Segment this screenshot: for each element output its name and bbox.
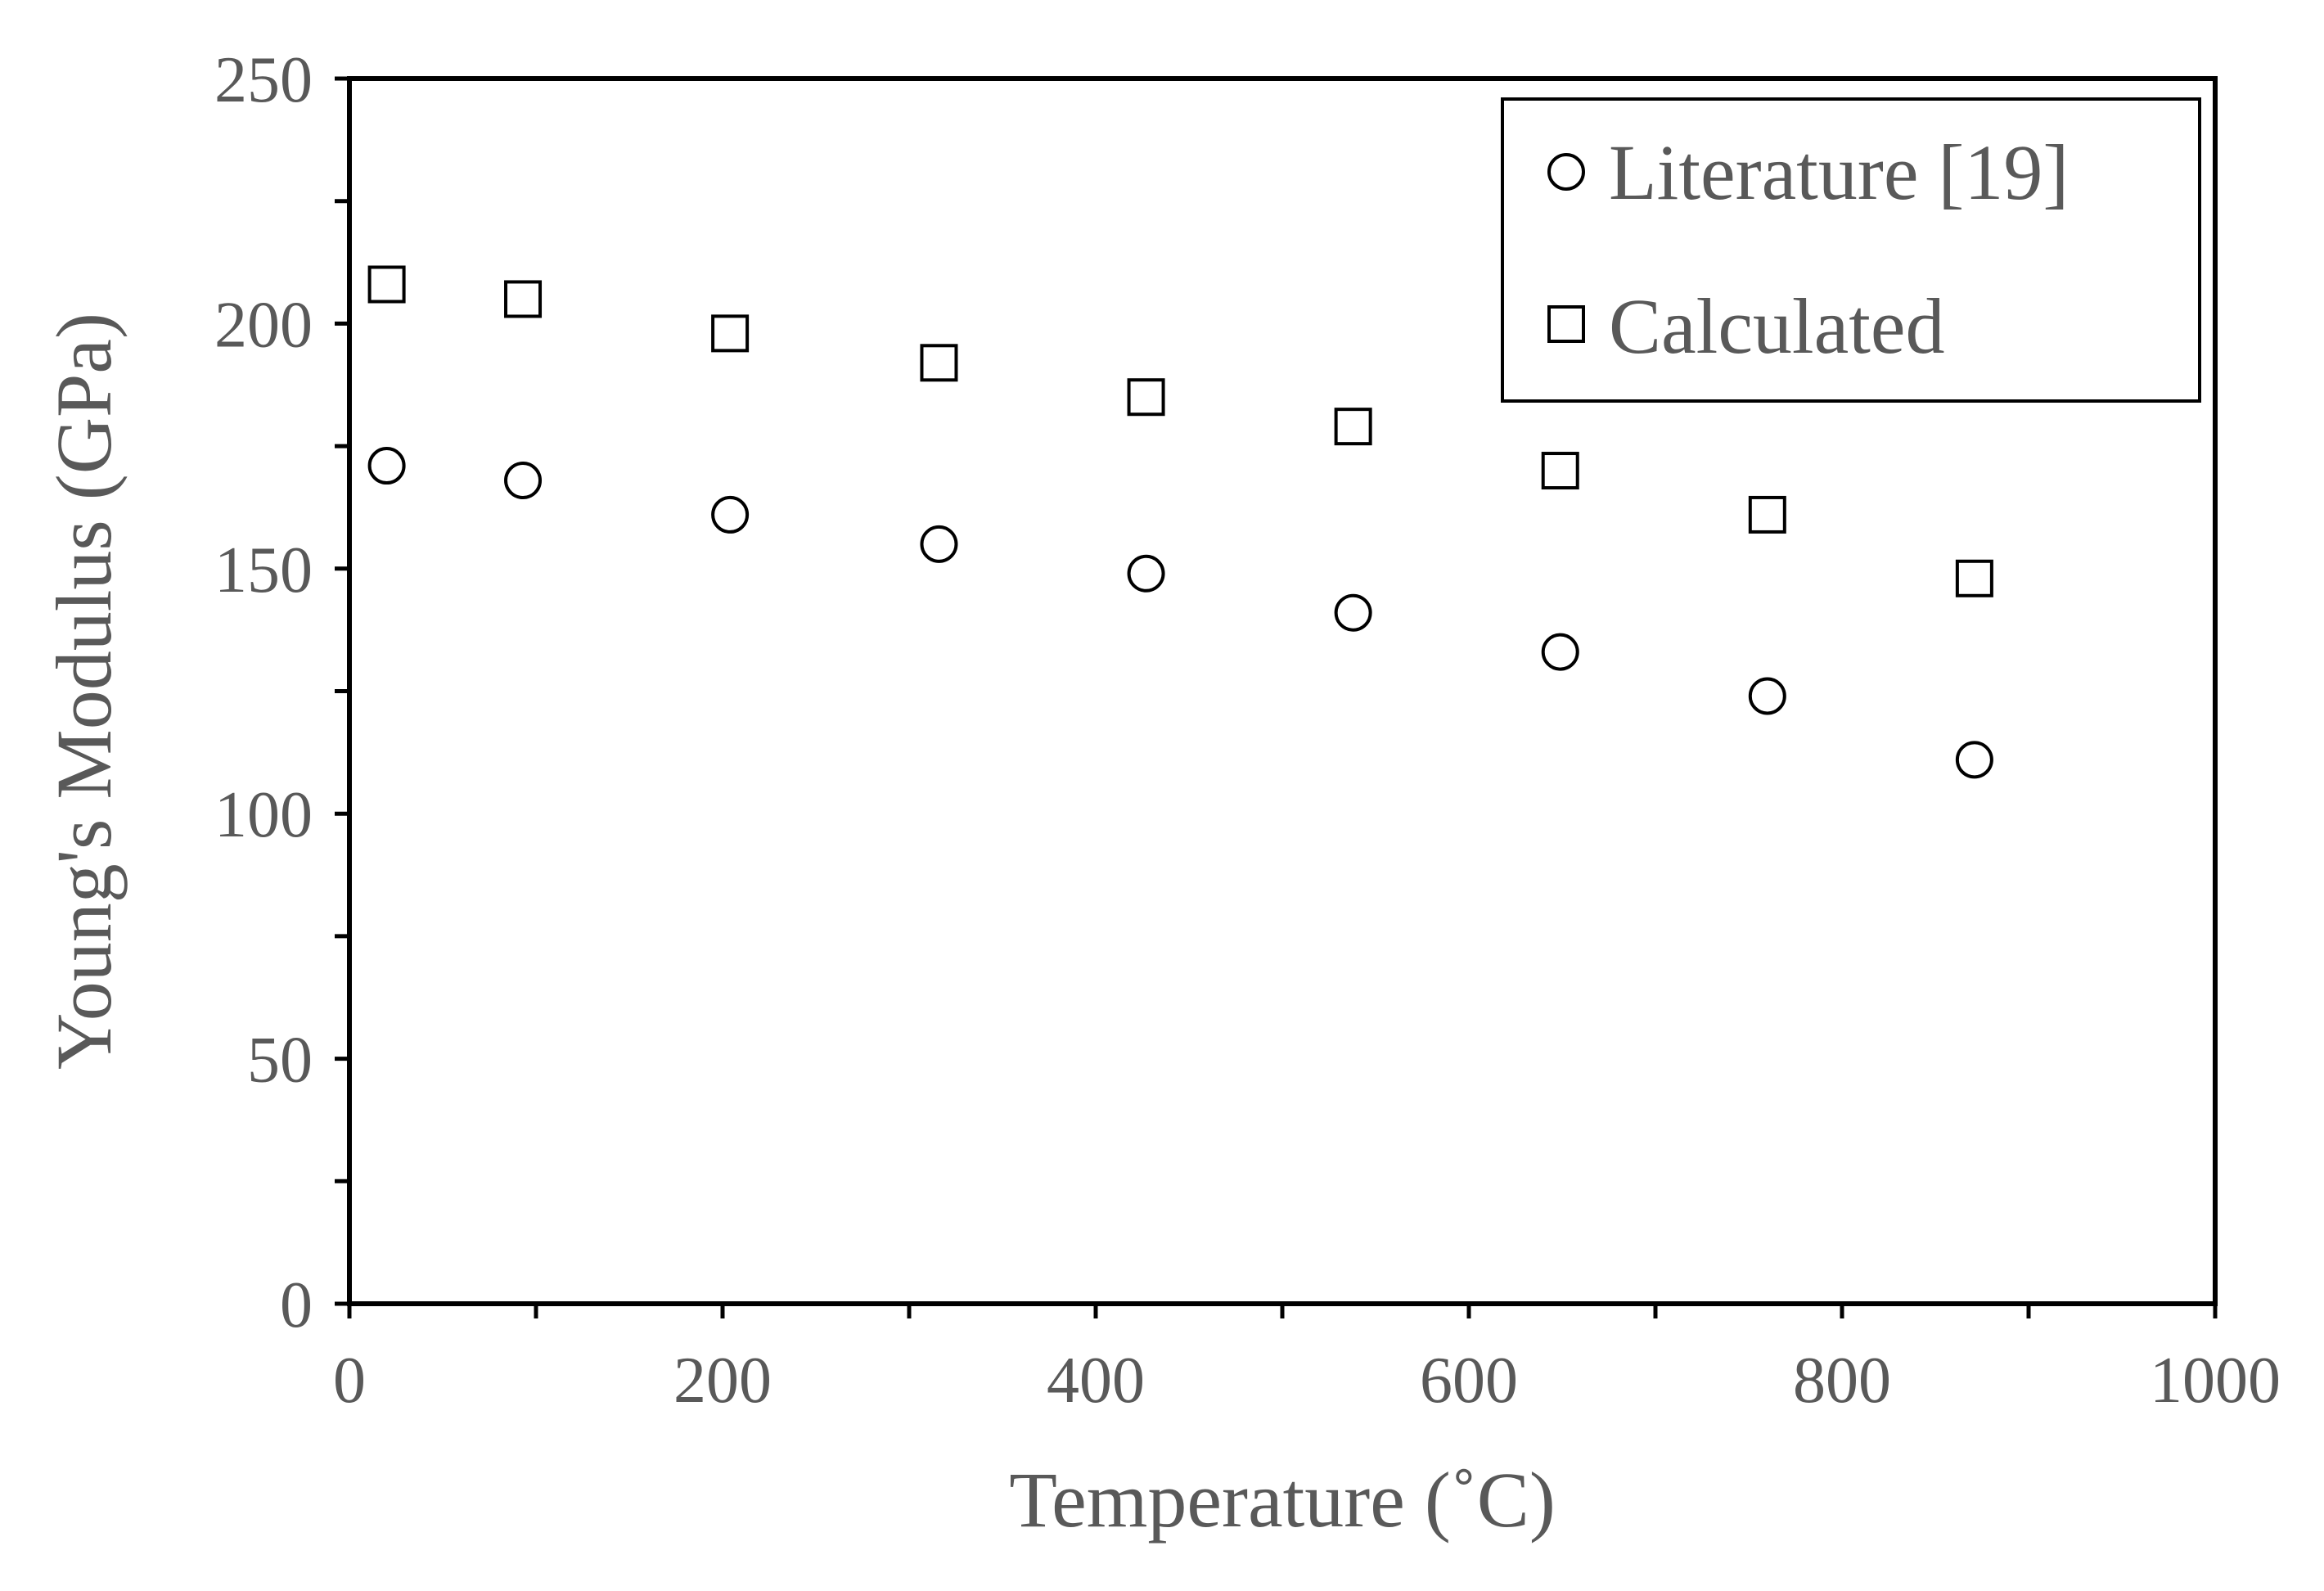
y-tick-label: 250	[214, 44, 313, 116]
x-axis-title: Temperature (˚C)	[1009, 1456, 1556, 1544]
axis-lines	[347, 76, 2218, 1306]
x-tick-label: 1000	[2150, 1345, 2281, 1417]
square-point	[1748, 495, 1786, 534]
y-tick-label: 150	[214, 534, 313, 606]
x-tick-label: 200	[673, 1345, 772, 1417]
legend-label-calculated: Calculated	[1609, 282, 1944, 370]
square-point	[1955, 559, 1993, 597]
circle-point	[920, 525, 958, 563]
y-axis-title: Young's Modulus (GPa)	[40, 313, 128, 1070]
circle-point	[367, 447, 406, 485]
legend-square-marker	[1547, 305, 1585, 343]
x-tick-label: 0	[333, 1345, 366, 1417]
x-tick-label: 600	[1420, 1345, 1518, 1417]
y-tick-label: 0	[280, 1269, 313, 1341]
x-tick-label: 400	[1047, 1345, 1145, 1417]
square-point	[1127, 378, 1165, 417]
circle-point	[1541, 633, 1579, 671]
square-point	[920, 344, 958, 382]
circle-point	[1127, 554, 1165, 593]
square-point	[1541, 452, 1579, 490]
y-tick-label: 200	[214, 289, 313, 361]
x-tick-label: 800	[1793, 1345, 1891, 1417]
circle-point	[1334, 593, 1372, 632]
x-axis-ticks: 0 200 400 600 800 1000	[333, 1304, 2281, 1417]
legend-box	[1501, 97, 2201, 403]
circle-point	[1748, 677, 1786, 715]
square-point	[711, 314, 750, 353]
circle-point	[504, 462, 543, 500]
y-tick-label: 100	[214, 779, 313, 851]
square-point	[367, 265, 406, 304]
circle-point	[1955, 741, 1993, 779]
legend-circle-marker	[1547, 153, 1585, 191]
y-tick-label: 50	[247, 1025, 313, 1097]
y-axis-ticks: 0 50 100 150 200 250	[214, 44, 349, 1341]
legend: Literature [19] Calculated	[1501, 97, 2201, 403]
data-markers	[367, 265, 1993, 779]
legend-label-literature: Literature [19]	[1609, 128, 2069, 216]
square-point	[1334, 408, 1372, 446]
square-point	[504, 280, 543, 318]
circle-point	[711, 495, 750, 534]
